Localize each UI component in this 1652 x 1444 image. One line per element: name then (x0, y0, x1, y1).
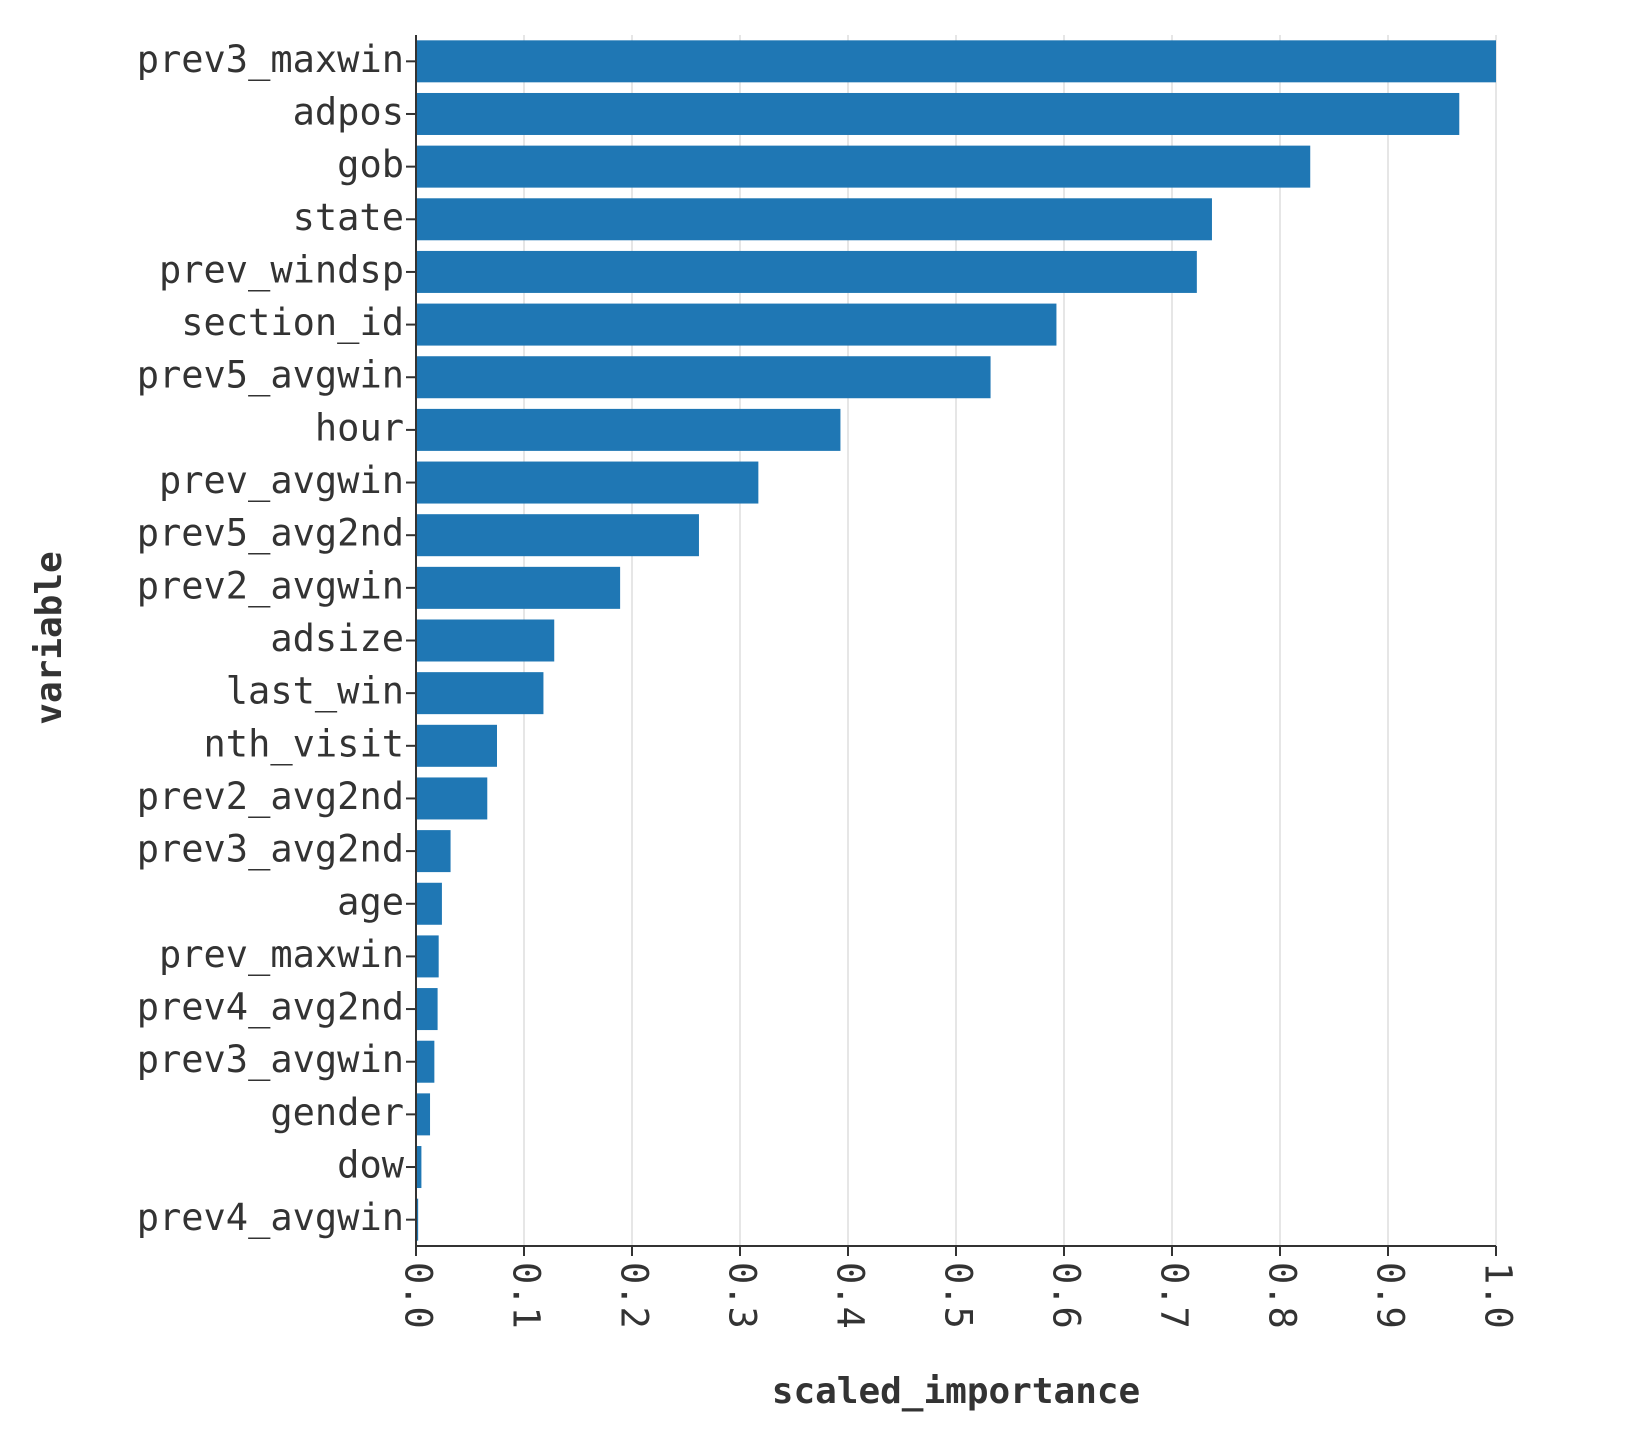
bar (416, 198, 1212, 241)
x-axis-title: scaled_importance (772, 1371, 1140, 1412)
y-tick-label: prev_maxwin (159, 933, 404, 977)
bar (416, 40, 1496, 83)
y-tick-label: prev5_avg2nd (137, 512, 404, 556)
bar (416, 408, 841, 451)
y-tick-label: last_win (226, 670, 404, 714)
y-tick-label: hour (315, 406, 404, 449)
y-tick-label: adpos (293, 90, 404, 133)
x-tick-label: 0.2 (613, 1262, 656, 1329)
bar (416, 777, 488, 820)
y-tick-label: state (293, 196, 404, 239)
y-tick-label: gender (270, 1091, 404, 1134)
bar (416, 250, 1197, 293)
x-tick-label: 0.6 (1045, 1262, 1088, 1329)
bar (416, 356, 991, 399)
bar (416, 461, 759, 504)
x-tick-label: 0.9 (1369, 1262, 1412, 1329)
y-tick-label: nth_visit (204, 722, 404, 766)
y-tick-label: age (337, 880, 404, 923)
bar (416, 1146, 422, 1189)
bar (416, 1040, 435, 1083)
y-tick-label: prev_avgwin (159, 459, 404, 503)
bar (416, 935, 439, 978)
y-tick-label: prev3_avg2nd (137, 828, 404, 872)
bar (416, 724, 497, 767)
bar (416, 882, 442, 925)
x-tick-label: 1.0 (1477, 1262, 1520, 1329)
bar (416, 566, 621, 609)
bar (416, 672, 544, 715)
x-tick-label: 0.7 (1153, 1262, 1196, 1329)
y-tick-label: gob (337, 143, 404, 186)
x-tick-label: 0.8 (1261, 1262, 1304, 1329)
y-tick-label: dow (337, 1144, 405, 1187)
x-tick-label: 0.5 (937, 1262, 980, 1329)
x-tick-label: 0.3 (721, 1262, 764, 1329)
bar (416, 145, 1311, 188)
y-tick-label: prev3_avgwin (137, 1038, 404, 1082)
y-tick-label: prev2_avgwin (137, 564, 404, 608)
x-tick-label: 0.1 (505, 1262, 548, 1329)
y-tick-label: prev_windsp (159, 248, 404, 292)
x-tick-label: 0.0 (397, 1262, 440, 1329)
y-tick-label: prev4_avg2nd (137, 986, 404, 1030)
bar (416, 92, 1460, 135)
y-axis-title: variable (29, 551, 70, 724)
y-tick-label: adsize (270, 617, 404, 660)
bar (416, 619, 555, 662)
y-tick-label: prev5_avgwin (137, 354, 404, 398)
bar (416, 1093, 431, 1136)
bar (416, 303, 1057, 346)
y-tick-label: prev3_maxwin (137, 38, 404, 82)
bar (416, 988, 438, 1031)
bar (416, 830, 451, 873)
y-tick-label: prev2_avg2nd (137, 775, 404, 819)
y-tick-label: section_id (181, 301, 404, 345)
bar (416, 514, 699, 557)
x-tick-label: 0.4 (829, 1262, 872, 1329)
y-tick-label: prev4_avgwin (137, 1196, 404, 1240)
bar (416, 1198, 419, 1241)
